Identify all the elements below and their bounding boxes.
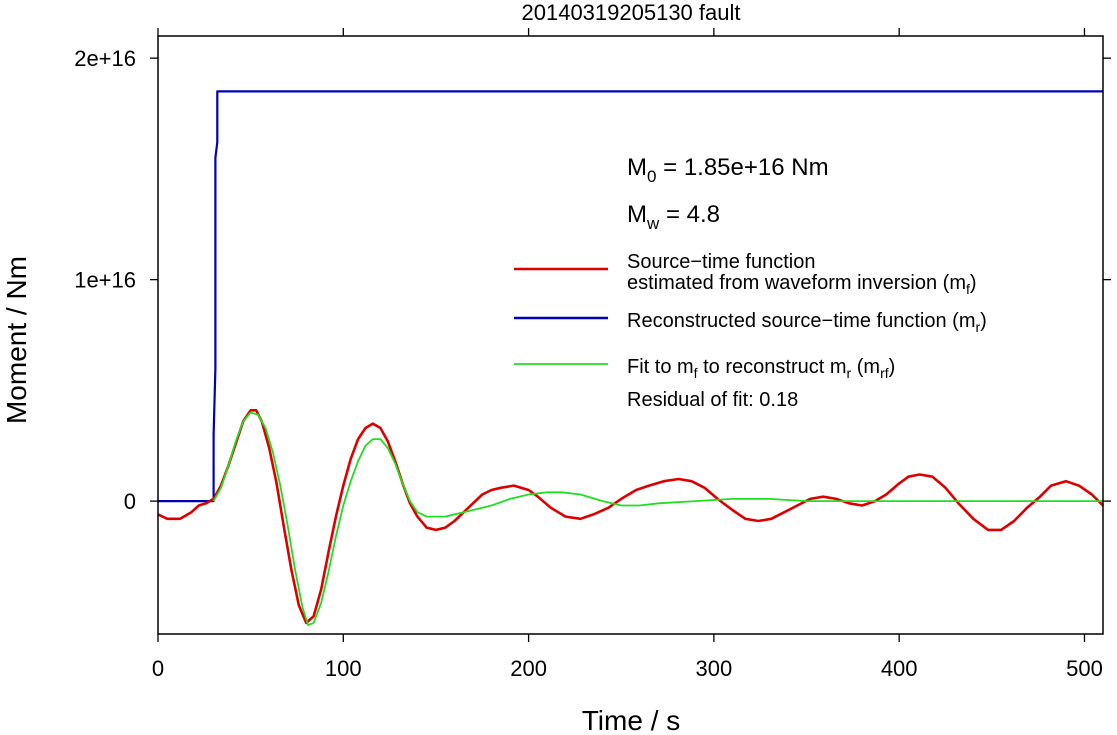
series-line-mrf xyxy=(212,411,1103,626)
x-axis-label: Time / s xyxy=(582,705,681,735)
x-tick-label: 0 xyxy=(152,656,164,681)
mw-annotation: Mw = 4.8 xyxy=(627,201,720,233)
x-tick-label: 200 xyxy=(510,656,547,681)
y-tick-label: 2e+16 xyxy=(74,46,136,71)
ticks-layer: 0 100 200 300 400 500 0 1e+16 2e+16 xyxy=(74,28,1111,681)
x-tick-label: 400 xyxy=(881,656,918,681)
y-axis-label: Moment / Nm xyxy=(1,256,32,424)
x-tick-label: 500 xyxy=(1066,656,1103,681)
legend-label-mrf: Fit to mf to reconstruct mr (mrf) xyxy=(627,356,895,381)
residual-annotation: Residual of fit: 0.18 xyxy=(627,389,798,411)
x-tick-label: 100 xyxy=(325,656,362,681)
chart-title: 20140319205130 fault xyxy=(522,0,741,25)
m0-annotation: M0 = 1.85e+16 Nm xyxy=(627,154,829,186)
y-tick-label: 0 xyxy=(124,489,136,514)
x-tick-label: 300 xyxy=(696,656,733,681)
legend-label-mf: estimated from waveform inversion (mf) xyxy=(627,272,977,297)
annotations: M0 = 1.85e+16 Nm Mw = 4.8 Residual of fit:… xyxy=(627,154,829,411)
legend-label-mr: Reconstructed source−time function (mr) xyxy=(627,310,987,335)
series-line-mr xyxy=(158,90,1103,503)
series-line-mf xyxy=(157,408,1104,625)
y-tick-label: 1e+16 xyxy=(74,268,136,293)
plot-frame xyxy=(157,35,1104,635)
legend-label-mf: Source−time function xyxy=(627,251,815,273)
series-layer xyxy=(157,90,1104,626)
